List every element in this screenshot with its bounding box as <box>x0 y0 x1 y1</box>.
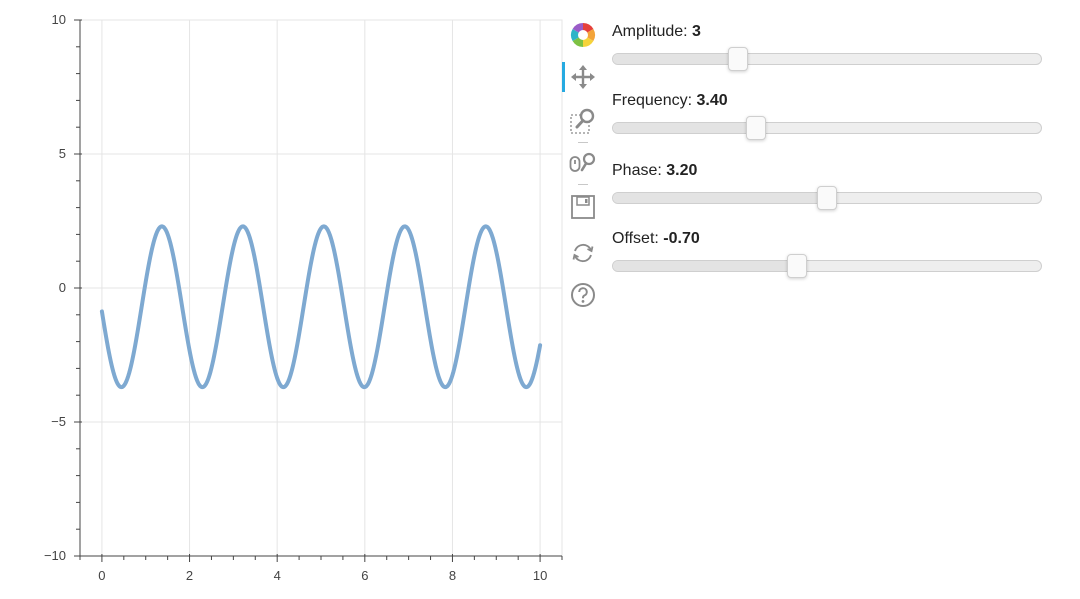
offset-slider-label: Offset: -0.70 <box>612 230 1044 248</box>
offset-slider-widget: Offset: -0.70 <box>612 230 1044 278</box>
amplitude-slider-widget: Amplitude: 3 <box>612 23 1044 71</box>
amplitude-slider-track[interactable] <box>612 47 1042 71</box>
x-tick-label: 10 <box>533 568 547 583</box>
y-tick-label: 10 <box>52 12 66 27</box>
series-line <box>99 224 543 390</box>
frequency-value: 3.40 <box>696 92 728 109</box>
box-zoom-icon[interactable] <box>568 106 598 136</box>
help-icon[interactable] <box>568 280 598 310</box>
wheel-zoom-icon[interactable] <box>568 148 598 178</box>
frequency-slider-fill <box>613 123 756 133</box>
frequency-slider-track[interactable] <box>612 116 1042 140</box>
toolbar-divider <box>578 142 588 143</box>
amplitude-slider-label: Amplitude: 3 <box>612 23 1044 41</box>
axes-ticks: 0 2 4 6 8 10 −10 −5 0 5 10 <box>44 12 563 583</box>
plot-toolbar <box>560 18 606 318</box>
frequency-slider-handle[interactable] <box>745 116 766 140</box>
amplitude-slider-handle[interactable] <box>728 47 749 71</box>
amplitude-value: 3 <box>692 23 701 40</box>
phase-slider-track[interactable] <box>612 186 1042 210</box>
bokeh-logo-icon[interactable] <box>568 20 598 50</box>
offset-label-text: Offset: <box>612 230 664 247</box>
reset-icon[interactable] <box>568 238 598 268</box>
frequency-slider-label: Frequency: 3.40 <box>612 92 1044 110</box>
y-tick-label: −10 <box>44 548 66 563</box>
phase-label-text: Phase: <box>612 162 667 179</box>
x-tick-label: 0 <box>98 568 105 583</box>
phase-slider-fill <box>613 193 827 203</box>
amplitude-slider-fill <box>613 54 739 64</box>
frequency-label-text: Frequency: <box>612 92 697 109</box>
y-tick-label: 5 <box>59 146 66 161</box>
amplitude-label-text: Amplitude: <box>612 23 693 40</box>
x-tick-label: 2 <box>186 568 193 583</box>
y-tick-label: −5 <box>51 414 66 429</box>
phase-slider-label: Phase: 3.20 <box>612 162 1044 180</box>
frequency-slider-widget: Frequency: 3.40 <box>612 92 1044 140</box>
phase-slider-widget: Phase: 3.20 <box>612 162 1044 210</box>
pan-icon[interactable] <box>562 62 598 92</box>
offset-slider-track[interactable] <box>612 254 1042 278</box>
phase-slider-handle[interactable] <box>817 186 837 210</box>
toolbar-divider <box>578 184 588 185</box>
offset-slider-fill <box>613 261 798 271</box>
x-tick-label: 4 <box>274 568 281 583</box>
sine-line-plot[interactable]: 0 2 4 6 8 10 −10 −5 0 5 10 <box>0 0 570 599</box>
phase-value: 3.20 <box>666 162 698 179</box>
x-tick-label: 8 <box>449 568 456 583</box>
x-tick-label: 6 <box>361 568 368 583</box>
offset-slider-handle[interactable] <box>787 254 808 278</box>
offset-value: -0.70 <box>663 230 700 247</box>
save-icon[interactable] <box>568 192 598 222</box>
y-tick-label: 0 <box>59 280 66 295</box>
